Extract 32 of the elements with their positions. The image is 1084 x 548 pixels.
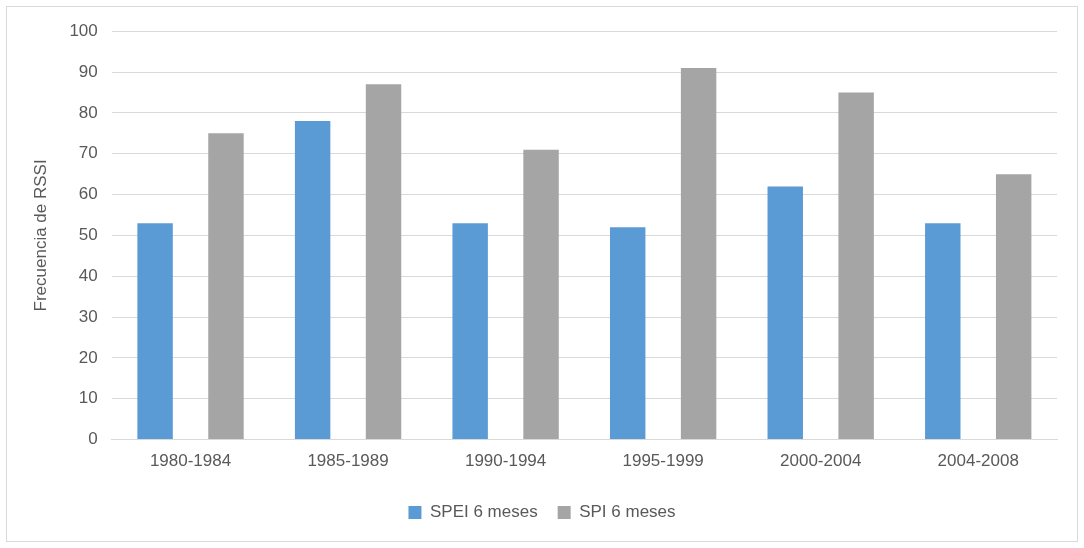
bar [680, 67, 717, 440]
x-tick-label: 2004-2008 [937, 451, 1019, 471]
bar [995, 174, 1032, 440]
bar [452, 223, 488, 440]
y-tick-label: 70 [78, 143, 98, 163]
x-tick-label: 1995-1999 [622, 451, 704, 471]
x-tick-label: 1990-1994 [464, 451, 547, 471]
bar [523, 149, 559, 440]
x-tick-label: 2000-2004 [780, 451, 862, 471]
x-tick-label: 1985-1989 [307, 451, 389, 471]
y-tick-label: 40 [78, 265, 98, 285]
bar [925, 223, 961, 440]
bar [137, 223, 173, 440]
y-tick-label: 50 [78, 225, 98, 245]
bar [767, 186, 803, 440]
bar [609, 227, 646, 440]
bar [365, 84, 402, 440]
bar [208, 133, 244, 440]
bar [838, 92, 874, 440]
y-axis-title: Frecuencia de RSSI [30, 159, 50, 312]
y-tick-label: 30 [78, 306, 98, 326]
y-tick-label: 20 [78, 347, 98, 367]
y-tick-label: 0 [88, 429, 98, 449]
legend-label: SPEI 6 meses [429, 502, 538, 522]
bar [294, 121, 331, 440]
y-tick-label: 60 [78, 184, 98, 204]
y-tick-label: 80 [78, 102, 98, 122]
y-tick-label: 10 [78, 388, 98, 408]
y-tick-label: 100 [69, 20, 98, 40]
y-tick-label: 90 [78, 61, 98, 81]
x-tick-label: 1980-1984 [149, 451, 232, 471]
legend-label: SPI 6 meses [579, 502, 676, 522]
